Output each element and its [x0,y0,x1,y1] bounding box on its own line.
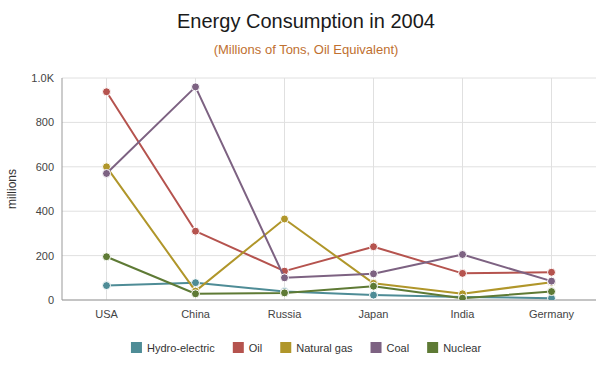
x-tick-label: India [451,308,476,320]
legend-label: Oil [249,342,262,354]
legend-label: Nuclear [443,342,481,354]
subtitle: (Millions of Tons, Oil Equivalent) [214,42,399,57]
legend-swatch [371,342,382,353]
legend-swatch [280,342,291,353]
point [192,83,200,91]
point [548,277,556,285]
point [281,274,289,282]
x-grid-line [106,78,107,300]
y-axis-line [62,78,63,300]
point [548,288,556,296]
point [103,169,111,177]
y-axis-label: millions [5,169,19,209]
y-tick-label: 200 [36,250,54,262]
point [370,270,378,278]
y-tick-label: 1.0K [31,72,54,84]
legend-item: Coal [371,342,410,354]
legend-item: Hydro-electric [131,342,215,354]
point [192,279,200,287]
y-grid-line [62,166,596,167]
point [370,243,378,251]
point [548,268,556,276]
legend-item: Nuclear [427,342,481,354]
y-grid-line [62,255,596,256]
legend-item: Natural gas [280,342,353,354]
legend-swatch [427,342,438,353]
x-grid-line [373,78,374,300]
x-axis-line [62,300,596,301]
point [281,215,289,223]
plot-area [103,83,556,300]
chart: Energy Consumption in 2004 (Millions of T… [0,0,612,380]
y-grid-line [62,211,596,212]
y-grid-line [62,122,596,123]
title: Energy Consumption in 2004 [177,10,435,32]
series-line [107,87,552,281]
point [192,227,200,235]
y-tick-label: 800 [36,116,54,128]
legend-label: Hydro-electric [147,342,215,354]
legend-swatch [131,342,142,353]
legend: Hydro-electric Oil Natural gas Coal Nuclear [131,342,481,354]
point [370,291,378,299]
y-tick-label: 400 [36,205,54,217]
x-grid-line [551,78,552,300]
x-tick-label: Russia [268,308,303,320]
point [459,269,467,277]
series-line [107,257,552,299]
legend-item: Oil [233,342,262,354]
legend-label: Coal [387,342,410,354]
point [103,253,111,261]
point [103,88,111,96]
point [370,282,378,290]
point [459,250,467,258]
legend-swatch [233,342,244,353]
point [192,290,200,298]
series-line [107,167,552,294]
y-tick-label: 600 [36,161,54,173]
y-tick-label: 0 [48,294,54,306]
x-tick-label: China [181,308,211,320]
legend-label: Natural gas [296,342,353,354]
series-line [107,92,552,274]
x-tick-label: USA [95,308,118,320]
x-grid-line [462,78,463,300]
point [459,294,467,300]
x-grid-line [195,78,196,300]
grid [62,78,596,300]
point [103,282,111,290]
y-grid-line [62,300,596,301]
x-tick-label: Japan [359,308,389,320]
y-grid-line [62,78,596,79]
x-tick-label: Germany [529,308,575,320]
point [281,289,289,297]
